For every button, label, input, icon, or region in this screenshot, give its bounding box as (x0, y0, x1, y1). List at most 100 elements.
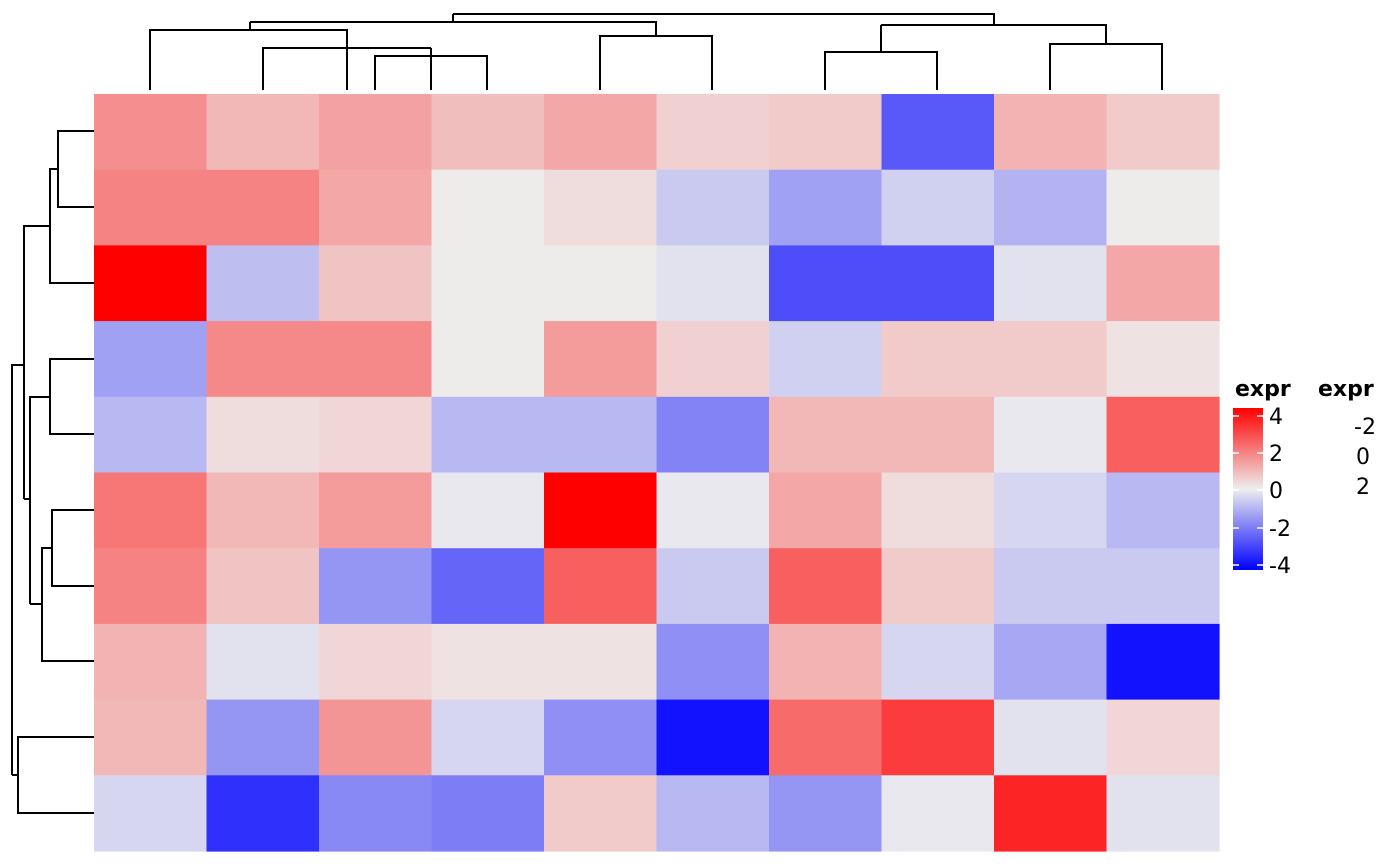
heatmap-cell (544, 699, 658, 776)
heatmap-cell (206, 775, 320, 852)
heatmap-cell (881, 472, 995, 549)
heatmap-cell (544, 321, 658, 398)
heatmap-cell (1106, 775, 1220, 852)
heatmap-cell (656, 169, 770, 246)
heatmap-cell (769, 94, 883, 171)
heatmap-cell (431, 94, 545, 171)
heatmap-cell (881, 623, 995, 701)
heatmap-cell (656, 321, 770, 398)
heatmap-cell (881, 245, 995, 322)
heatmap-cell (656, 623, 770, 701)
heatmap-cell (431, 169, 545, 246)
legend2-label: -2 (1354, 415, 1376, 440)
heatmap-cell (431, 472, 545, 549)
heatmap-cell (206, 94, 320, 171)
heatmap-cell (994, 94, 1108, 171)
heatmap-cell (544, 245, 658, 322)
heatmap-cell (769, 775, 883, 852)
legend-tick-label: 0 (1269, 479, 1283, 504)
heatmap-cell (544, 94, 658, 171)
legend-title: expr (1235, 377, 1291, 402)
heatmap-cell (769, 699, 883, 776)
heatmap-cell (881, 699, 995, 776)
heatmap-cell (656, 396, 770, 474)
heatmap-cell (319, 94, 433, 171)
heatmap-cell (994, 699, 1108, 776)
heatmap-cell (94, 548, 208, 625)
heatmap-cell (994, 623, 1108, 701)
legend2-label: 2 (1356, 475, 1370, 500)
heatmap-cell (94, 396, 208, 474)
heatmap-cell (1106, 623, 1220, 701)
heatmap-cell (1106, 396, 1220, 474)
heatmap-cell (431, 321, 545, 398)
heatmap-cell (319, 321, 433, 398)
heatmap-cell (544, 169, 658, 246)
heatmap-cell (1106, 548, 1220, 625)
legend-tick-label: -2 (1269, 517, 1291, 542)
heatmap-cell (319, 472, 433, 549)
heatmap-cell (881, 775, 995, 852)
heatmap-cell (1106, 699, 1220, 776)
heatmap-cell (994, 321, 1108, 398)
heatmap-cell (994, 169, 1108, 246)
heatmap-cell (544, 396, 658, 474)
heatmap-cell (881, 548, 995, 625)
heatmap-cell (431, 548, 545, 625)
heatmap-cell (319, 548, 433, 625)
heatmap-cells (94, 94, 1220, 852)
heatmap-cell (1106, 472, 1220, 549)
heatmap-cell (544, 623, 658, 701)
heatmap-cell (769, 396, 883, 474)
heatmap-cell (319, 699, 433, 776)
heatmap-cell (94, 94, 208, 171)
heatmap-cell (319, 775, 433, 852)
heatmap-cell (881, 321, 995, 398)
legend-tick-label: 4 (1269, 405, 1283, 430)
heatmap-cell (994, 775, 1108, 852)
heatmap-cell (656, 699, 770, 776)
heatmap-cell (769, 472, 883, 549)
heatmap-cell (206, 396, 320, 474)
row-dendrogram (11, 130, 94, 814)
legend-tick-label: 2 (1269, 442, 1283, 467)
heatmap-cell (431, 245, 545, 322)
column-dendrogram (149, 13, 1163, 90)
heatmap-cell (1106, 245, 1220, 322)
heatmap-cell (94, 472, 208, 549)
heatmap-cell (769, 623, 883, 701)
heatmap-cell (994, 245, 1108, 322)
heatmap-cell (544, 472, 658, 549)
heatmap-cell (769, 321, 883, 398)
heatmap-cell (319, 169, 433, 246)
heatmap-cell (94, 321, 208, 398)
heatmap-cell (94, 699, 208, 776)
heatmap-cell (431, 775, 545, 852)
heatmap-cell (994, 396, 1108, 474)
legend2-label: 0 (1356, 445, 1370, 470)
heatmap-cell (431, 396, 545, 474)
legend-colorbar (1233, 408, 1263, 570)
heatmap-cell (994, 548, 1108, 625)
heatmap-cell (94, 623, 208, 701)
heatmap-cell (206, 169, 320, 246)
heatmap-cell (1106, 94, 1220, 171)
heatmap-cell (769, 245, 883, 322)
heatmap-cell (94, 245, 208, 322)
legend-tick-label: -4 (1269, 554, 1291, 579)
heatmap-cell (319, 396, 433, 474)
heatmap-cell (881, 169, 995, 246)
heatmap-cell (319, 623, 433, 701)
heatmap-cell (544, 548, 658, 625)
heatmap-cell (769, 169, 883, 246)
heatmap-cell (994, 472, 1108, 549)
heatmap-cell (206, 321, 320, 398)
heatmap-cell (94, 775, 208, 852)
heatmap-cell (1106, 169, 1220, 246)
heatmap-cell (881, 94, 995, 171)
heatmap-cell (319, 245, 433, 322)
heatmap-cell (881, 396, 995, 474)
legend2-title: expr (1318, 377, 1374, 402)
heatmap-cell (656, 472, 770, 549)
